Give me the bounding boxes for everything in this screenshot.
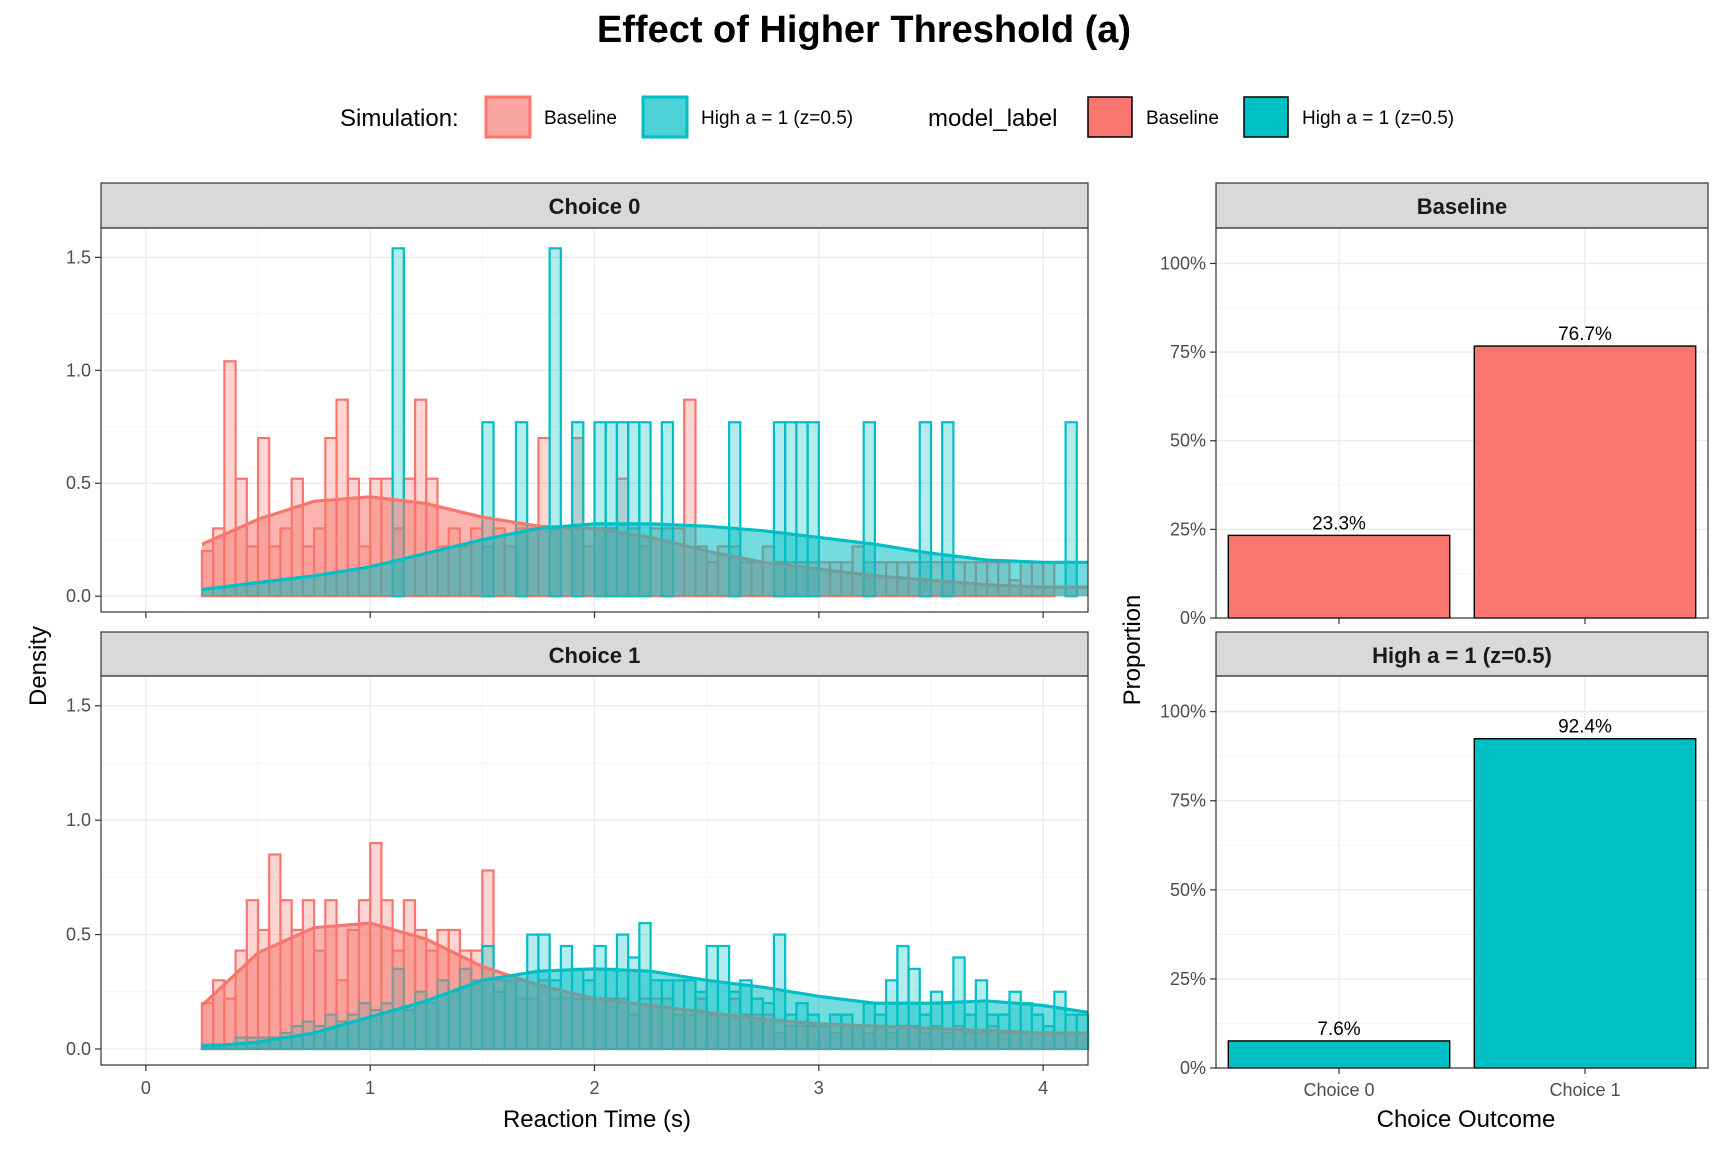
x-tick-label: Choice 1: [1549, 1080, 1620, 1100]
legend-fill-key-high: [641, 95, 689, 139]
x-tick-label: 2: [589, 1078, 599, 1098]
legend-fill-label-baseline: Baseline: [544, 108, 617, 129]
rt-x-axis-title: Reaction Time (s): [503, 1106, 691, 1133]
x-tick-label: 0: [141, 1078, 151, 1098]
legend-color-key-baseline: [1087, 96, 1133, 138]
facet-strip: [100, 631, 1089, 677]
legend-fill-title: Simulation:: [340, 105, 459, 132]
y-tick-label: 1.5: [66, 696, 91, 716]
rt-panel-choice-0: Choice 0 0.0 0.5 1.0 1.5: [66, 182, 1089, 618]
y-tick-label: 0.0: [66, 586, 91, 606]
y-tick-label: 0.5: [66, 925, 91, 945]
legend-fill-label-high: High a = 1 (z=0.5): [701, 108, 853, 129]
density-line: [201, 522, 1088, 592]
legend-fill-key-baseline: [484, 95, 532, 139]
legend-color-key-high: [1243, 96, 1289, 138]
bar-y-axis-title: Proportion: [1119, 595, 1146, 706]
rt-panel-choice-1: Choice 1 0.0 0.5 1.0 1.5 0 1 2 3 4: [66, 631, 1090, 1098]
bar-data-label: 7.6%: [1317, 1019, 1360, 1040]
y-tick-label: 0.0: [66, 1039, 91, 1059]
y-tick-label: 100%: [1160, 253, 1206, 273]
legend-color-title: model_label: [928, 105, 1057, 132]
x-tick-label: Choice 0: [1303, 1080, 1374, 1100]
y-tick-label: 75%: [1170, 342, 1206, 362]
facet-strip-label: High a = 1 (z=0.5): [1372, 643, 1552, 668]
bar-data-label: 23.3%: [1312, 513, 1366, 534]
proportion-bar: [1473, 345, 1697, 619]
y-tick-label: 1.0: [66, 810, 91, 830]
bar-panel-high: High a = 1 (z=0.5) 7.6% 92.4% 0% 25% 50% 75% 10…: [1160, 631, 1709, 1100]
y-tick-label: 50%: [1170, 880, 1206, 900]
x-tick-label: 3: [814, 1078, 824, 1098]
proportion-bar: [1473, 738, 1697, 1069]
rt-y-axis-title: Density: [25, 626, 52, 706]
facet-strip: [1215, 182, 1709, 229]
proportion-bar: [1227, 534, 1451, 619]
y-tick-label: 0.5: [66, 473, 91, 493]
y-tick-label: 100%: [1160, 702, 1206, 722]
y-tick-label: 0%: [1180, 1058, 1206, 1078]
y-tick-label: 1.0: [66, 360, 91, 380]
bar-x-axis-title: Choice Outcome: [1377, 1106, 1556, 1133]
y-tick-label: 25%: [1170, 969, 1206, 989]
facet-strip-label: Choice 0: [549, 194, 641, 219]
density-area: [201, 523, 1088, 597]
y-tick-label: 25%: [1170, 519, 1206, 539]
density-area: [201, 968, 1088, 1049]
x-tick-label: 4: [1038, 1078, 1048, 1098]
y-tick-label: 50%: [1170, 431, 1206, 451]
chart-title: Effect of Higher Threshold (a): [597, 9, 1131, 51]
facet-strip-label: Choice 1: [549, 643, 641, 668]
density-line: [201, 967, 1089, 1049]
y-tick-label: 0%: [1180, 608, 1206, 628]
legend: Simulation: Baseline High a = 1 (z=0.5) …: [340, 95, 1454, 139]
legend-color-label-baseline: Baseline: [1146, 108, 1219, 129]
bar-panel-baseline: Baseline 23.3% 76.7% 0% 25% 50% 75% 100%: [1160, 182, 1709, 628]
panel-border: [1215, 675, 1709, 1069]
proportion-bar: [1227, 1040, 1451, 1069]
x-tick-label: 1: [365, 1078, 375, 1098]
bar-data-label: 92.4%: [1558, 717, 1612, 738]
legend-color-label-high: High a = 1 (z=0.5): [1302, 108, 1454, 129]
facet-strip: [100, 182, 1089, 229]
facet-strip-label: Baseline: [1417, 194, 1508, 219]
y-tick-label: 1.5: [66, 247, 91, 267]
facet-strip: [1215, 631, 1709, 677]
y-tick-label: 75%: [1170, 791, 1206, 811]
panel-border: [1215, 227, 1709, 619]
bar-data-label: 76.7%: [1558, 324, 1612, 345]
